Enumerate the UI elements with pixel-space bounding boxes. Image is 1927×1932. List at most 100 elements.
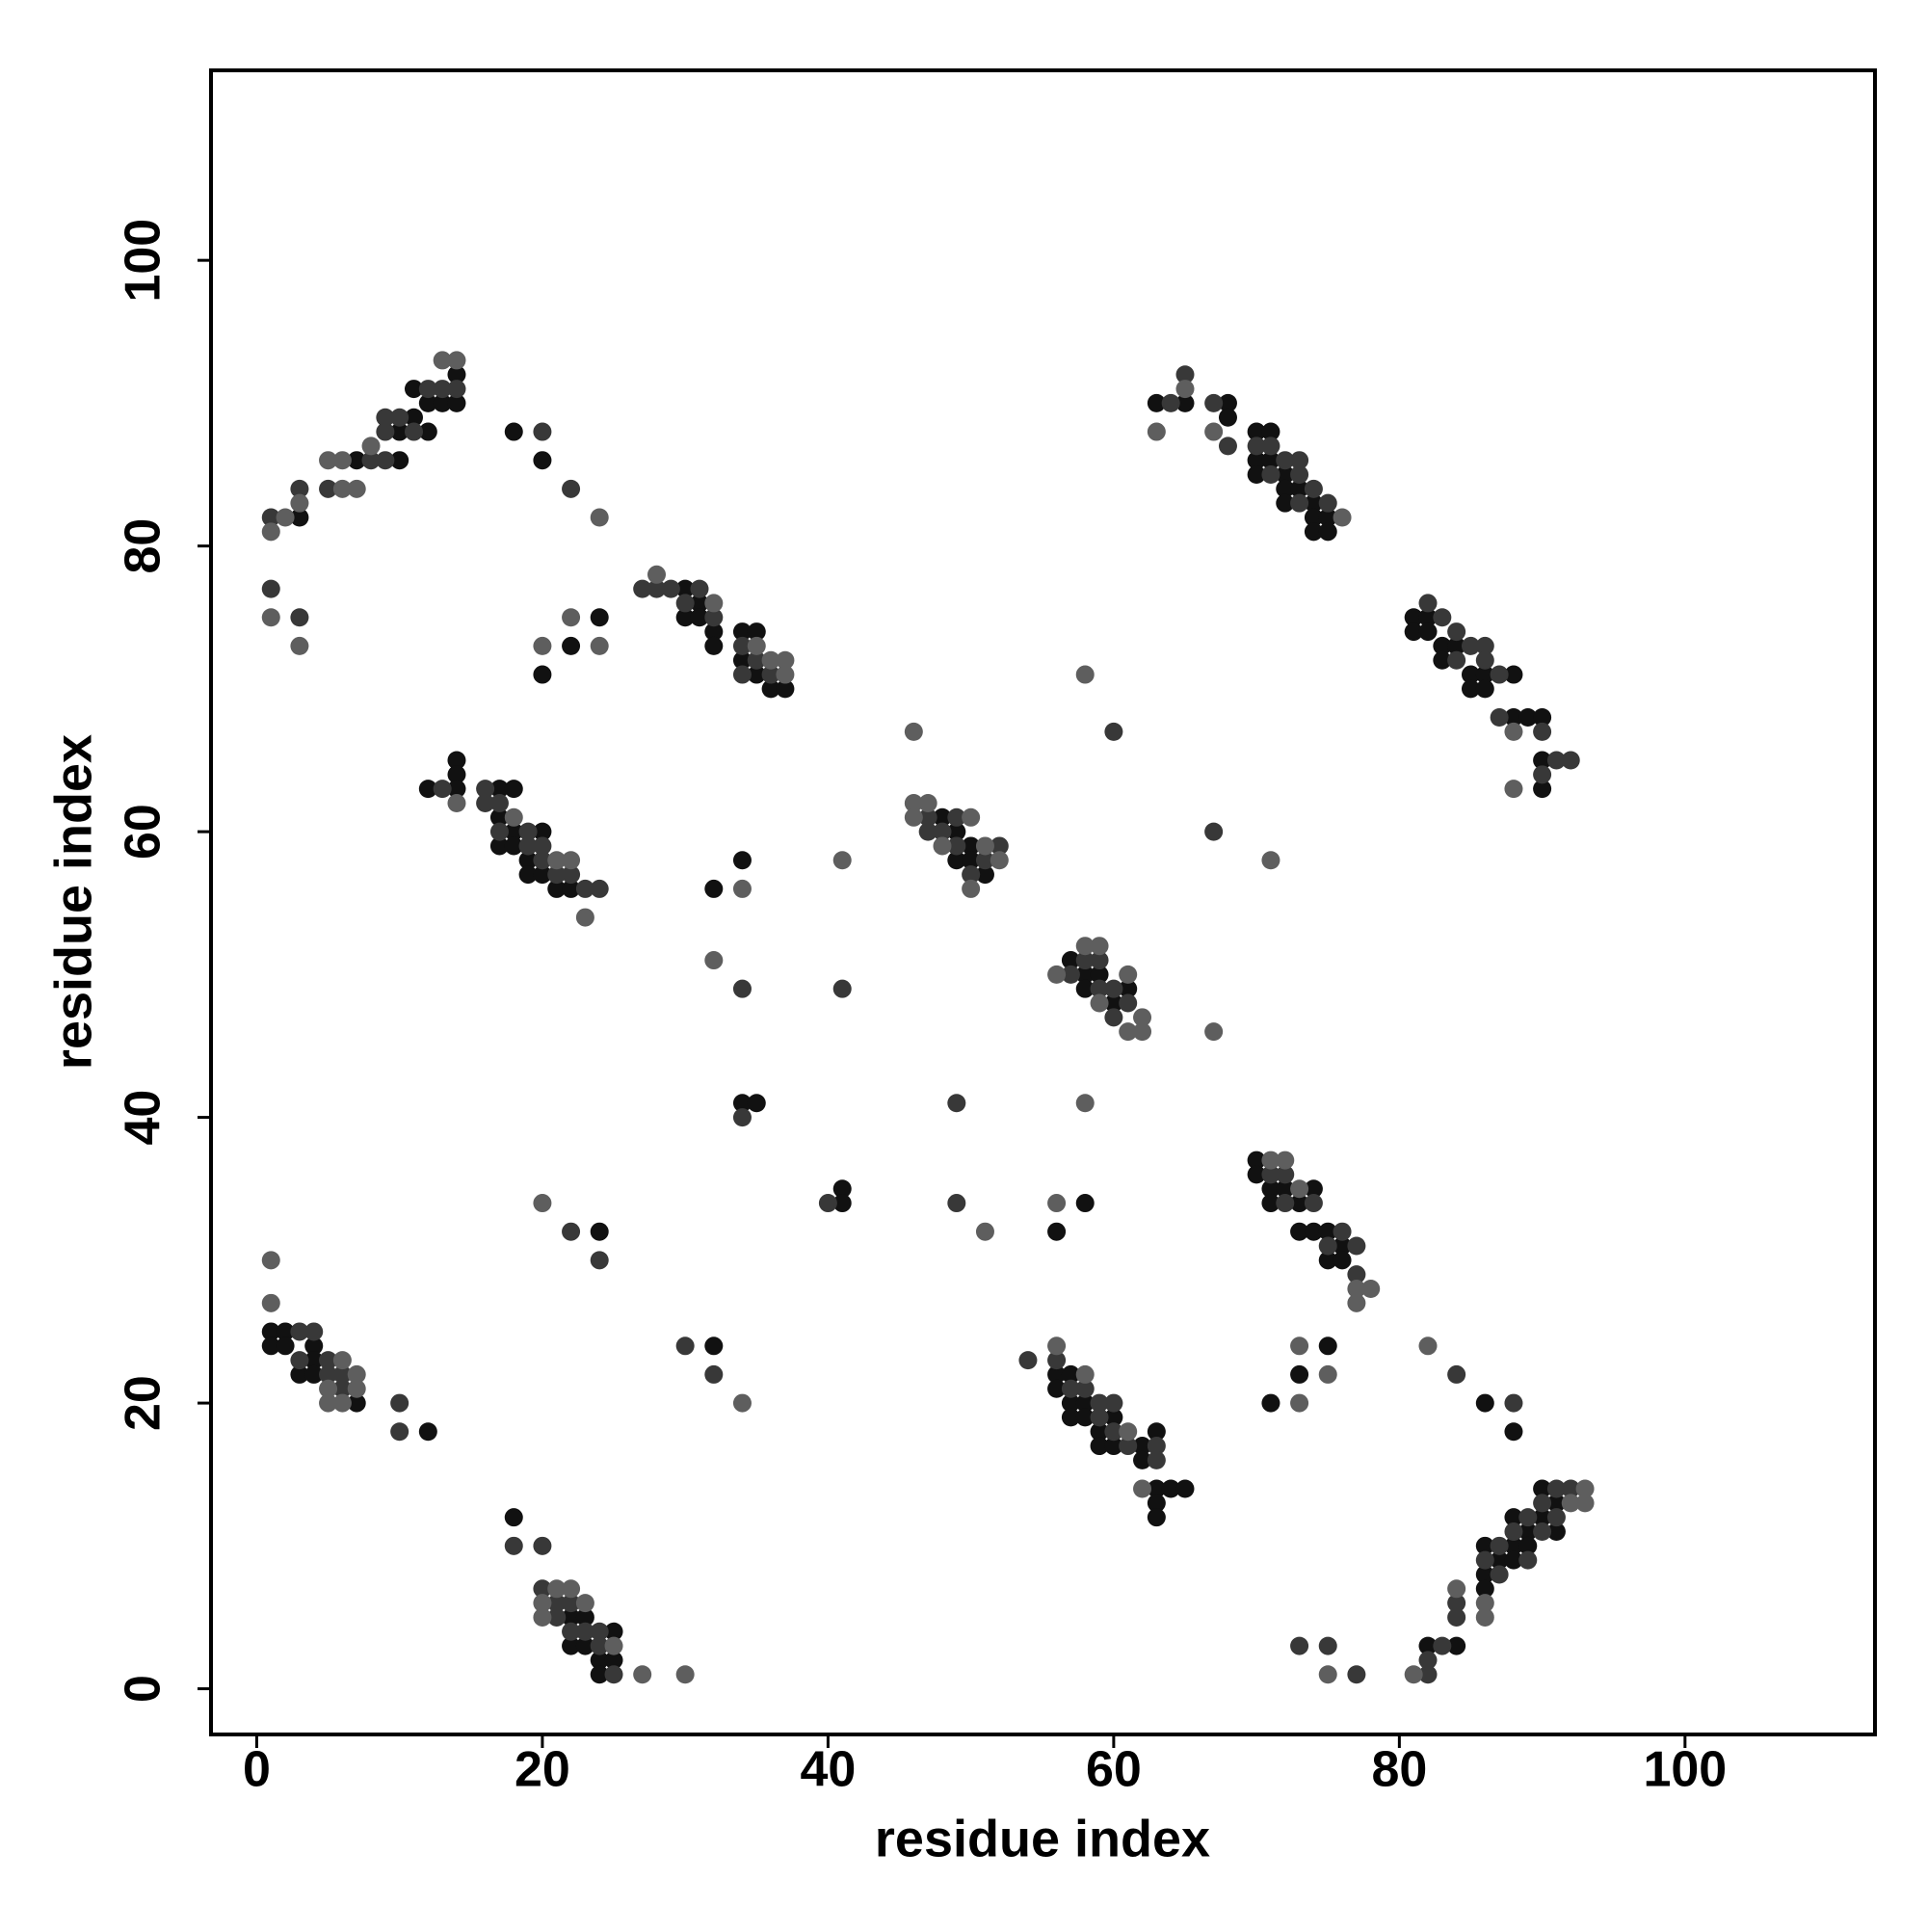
point xyxy=(1304,479,1323,498)
point xyxy=(947,836,966,856)
point xyxy=(319,451,338,470)
point xyxy=(332,451,352,470)
point xyxy=(1075,937,1095,956)
point xyxy=(504,1536,523,1555)
point xyxy=(1533,722,1552,741)
point xyxy=(1133,1479,1152,1498)
point xyxy=(562,636,581,655)
point xyxy=(290,508,309,527)
point xyxy=(975,851,994,870)
point xyxy=(776,665,795,684)
point xyxy=(947,851,966,870)
point xyxy=(962,865,981,885)
point xyxy=(1290,465,1309,485)
y-tick-label: 80 xyxy=(116,518,172,574)
point xyxy=(1318,1337,1337,1356)
point xyxy=(1276,1165,1295,1184)
point xyxy=(675,608,695,627)
point xyxy=(1490,708,1509,728)
point xyxy=(304,1351,324,1370)
point xyxy=(290,1322,309,1341)
point xyxy=(1018,1351,1038,1370)
point xyxy=(562,1579,581,1599)
point xyxy=(261,508,280,527)
point xyxy=(1290,1364,1309,1384)
point xyxy=(1418,1636,1438,1655)
point xyxy=(962,879,981,898)
point xyxy=(1475,679,1494,699)
point xyxy=(590,1651,609,1670)
point xyxy=(418,422,437,441)
point xyxy=(1133,1022,1152,1042)
point xyxy=(1418,622,1438,642)
point xyxy=(347,1393,366,1413)
point xyxy=(347,1364,366,1384)
point xyxy=(562,479,581,498)
point xyxy=(962,851,981,870)
x-tick-label: 40 xyxy=(800,1742,856,1798)
point xyxy=(562,879,581,898)
plot-frame xyxy=(209,68,1877,1736)
point xyxy=(776,650,795,670)
point xyxy=(1261,851,1280,870)
x-tick-label: 0 xyxy=(243,1742,271,1798)
point xyxy=(504,822,523,841)
point xyxy=(1075,951,1095,970)
point xyxy=(1546,1508,1566,1527)
point xyxy=(732,1393,752,1413)
point xyxy=(1504,1550,1523,1570)
point xyxy=(1090,1422,1109,1442)
point xyxy=(504,807,523,827)
point xyxy=(732,851,752,870)
point xyxy=(304,1337,324,1356)
point xyxy=(1204,393,1224,412)
point xyxy=(1104,1408,1123,1427)
point xyxy=(1433,650,1452,670)
point xyxy=(1333,1222,1352,1241)
point xyxy=(1175,365,1195,384)
point xyxy=(947,822,966,841)
point xyxy=(832,979,852,998)
point xyxy=(376,451,395,470)
point xyxy=(1261,1165,1280,1184)
point xyxy=(1104,979,1123,998)
point xyxy=(732,636,752,655)
point xyxy=(504,422,523,441)
point xyxy=(489,780,509,799)
point xyxy=(261,1322,280,1341)
point xyxy=(990,836,1009,856)
point xyxy=(1504,722,1523,741)
point xyxy=(1418,1665,1438,1684)
point xyxy=(1333,1236,1352,1256)
point xyxy=(261,1251,280,1270)
point xyxy=(990,851,1009,870)
point xyxy=(1290,1222,1309,1241)
point xyxy=(1061,1379,1080,1398)
point xyxy=(1418,1651,1438,1670)
point xyxy=(1461,636,1480,655)
point xyxy=(604,1651,623,1670)
point xyxy=(1204,822,1224,841)
point xyxy=(1447,1636,1466,1655)
point xyxy=(704,951,724,970)
point xyxy=(433,780,452,799)
point xyxy=(547,1607,567,1627)
point xyxy=(533,1607,552,1627)
point xyxy=(1504,1522,1523,1541)
y-tick-label: 100 xyxy=(116,219,172,303)
point xyxy=(1304,1222,1323,1241)
point xyxy=(962,807,981,827)
point xyxy=(1533,751,1552,770)
point xyxy=(1318,493,1337,513)
point xyxy=(590,508,609,527)
point xyxy=(547,1594,567,1613)
point xyxy=(1119,993,1138,1013)
point xyxy=(732,622,752,642)
point xyxy=(1290,493,1309,513)
point xyxy=(1090,965,1109,984)
point xyxy=(1561,1494,1580,1513)
point xyxy=(1261,1194,1280,1213)
point xyxy=(1119,1022,1138,1042)
point xyxy=(504,836,523,856)
